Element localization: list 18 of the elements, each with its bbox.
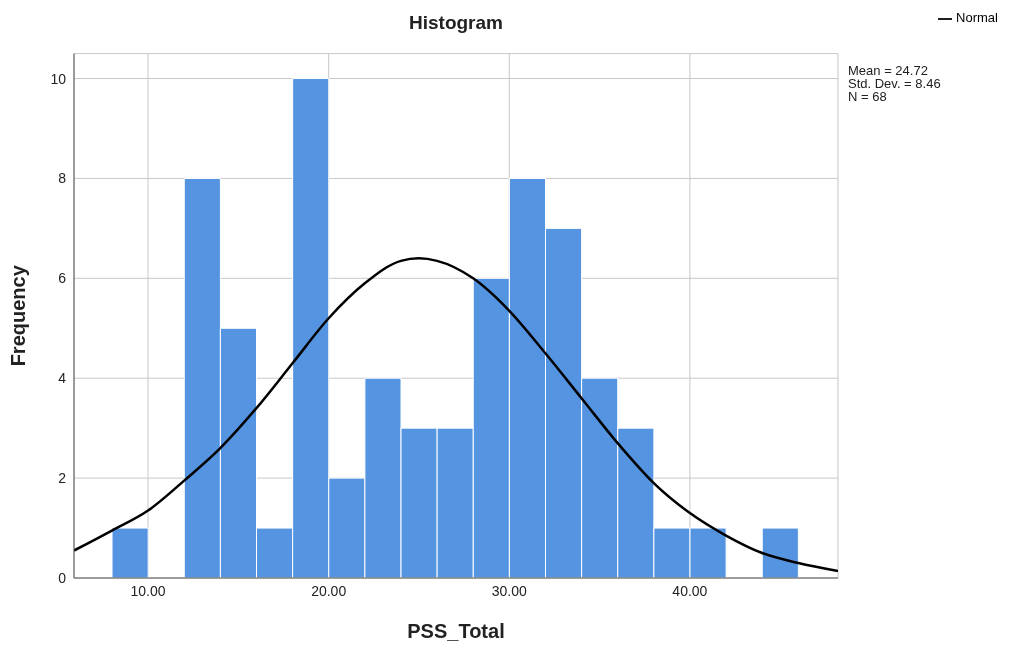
line-series <box>74 257 838 573</box>
text: N = 68 <box>848 89 888 104</box>
x-tick-label: 40.00 <box>672 582 708 599</box>
text: Std. Dev. = 8.46 <box>848 76 941 91</box>
y-tick-label: 2 <box>58 470 67 487</box>
x-tick-label: 20.00 <box>311 582 347 599</box>
text: Mean = 24.72 <box>848 63 929 78</box>
x-tick-label: 30.00 <box>491 582 528 599</box>
x-tick-label: 10.00 <box>130 582 166 599</box>
chart-title: Histogram <box>408 12 504 34</box>
y-tick-label: 4 <box>58 370 67 387</box>
y-tick-label: 10 <box>50 70 67 87</box>
legend-label: Normal <box>956 10 998 25</box>
x-axis-title: PSS_Total <box>407 620 505 642</box>
y-tick-label: 6 <box>58 270 67 287</box>
y-tick-label: 0 <box>58 569 67 586</box>
y-tick-label: 8 <box>58 170 67 187</box>
y-axis-title: Frequency <box>7 264 30 367</box>
